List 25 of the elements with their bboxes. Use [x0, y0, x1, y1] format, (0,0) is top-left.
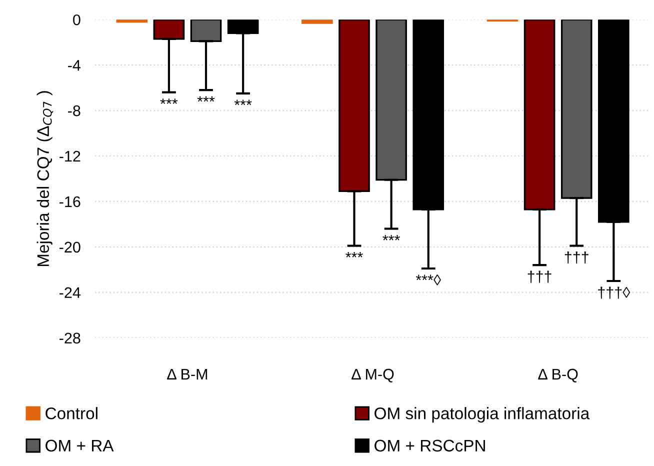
legend-label: OM + RSCcPN	[374, 440, 485, 452]
x-tick-label: Δ B-M	[167, 368, 208, 380]
y-tick-label: -28	[60, 332, 80, 344]
legend-label: Control	[46, 407, 98, 420]
annotation: ***	[160, 98, 178, 104]
y-tick-label: -20	[60, 242, 80, 253]
y-tick-label: 0	[73, 14, 80, 26]
legend-label: OM sin patologia inflamatoria	[374, 407, 590, 423]
y-tick-label: -12	[60, 150, 80, 162]
annotation: ***	[346, 252, 363, 258]
annotation: †††◊	[598, 286, 630, 299]
legend-label: OM + RA	[46, 440, 114, 452]
annotation: ***	[234, 100, 252, 106]
x-tick-label: Δ B-Q	[538, 368, 578, 382]
annotation: ***	[197, 96, 215, 102]
annotation: †††	[564, 251, 588, 264]
y-tick-label: -4	[68, 60, 80, 71]
y-tick-label: -8	[68, 105, 80, 116]
annotation: ***	[382, 234, 400, 240]
annotation: ***◊	[416, 274, 442, 286]
annotation: †††	[528, 270, 552, 283]
x-tick-label: Δ M-Q	[352, 368, 394, 382]
y-tick-label: -24	[60, 287, 80, 298]
y-tick-label: -16	[60, 196, 80, 208]
y-axis-title: Mejoria del CQ7 (Δ$_{CQ7}$ )	[36, 91, 54, 266]
